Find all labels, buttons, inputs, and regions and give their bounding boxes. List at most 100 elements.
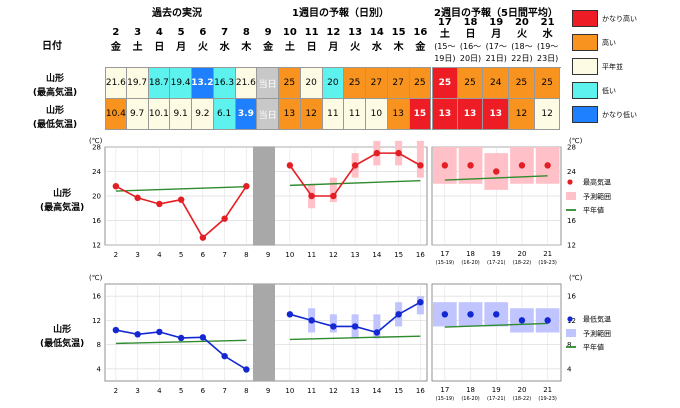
legend-label: 最高気温 [583, 178, 611, 187]
table-cell: 16.3 [213, 68, 236, 99]
x-tick-label: 9 [266, 251, 270, 259]
range-bar [416, 140, 424, 178]
x-tick-range: (17-21) [487, 396, 505, 402]
x-tick-label: 8 [244, 251, 248, 259]
table-cell: 19.7 [126, 68, 149, 99]
legend-label: 平年値 [583, 206, 604, 215]
y-tick-label: 16 [92, 217, 101, 225]
table-cell: 9.2 [192, 99, 214, 130]
x-tick-label: 10 [285, 387, 294, 395]
date-header: 14 水 [366, 25, 388, 55]
table-cell: 13 [457, 99, 484, 130]
x-tick-label: 20 [517, 386, 526, 394]
date-range: (18〜 [511, 42, 533, 51]
x-tick-label: 13 [351, 251, 360, 259]
y-tick-label: 16 [92, 293, 101, 301]
data-point [112, 183, 120, 190]
date-weekday: 金 [263, 42, 274, 53]
date-header: 16 金 [410, 25, 432, 55]
table-cell: 11 [344, 99, 366, 130]
date-weekday: 水 [542, 29, 553, 40]
date-range-end: 20日) [459, 54, 482, 63]
week2-date-header: 18 日 (16〜 20日) [458, 17, 484, 65]
data-point [134, 194, 141, 202]
x-tick-label: 19 [492, 386, 501, 394]
data-point [199, 334, 207, 341]
date-range: (19〜 [536, 42, 559, 51]
legend-label: 平年値 [583, 343, 604, 352]
data-point-week2 [544, 162, 551, 169]
legend-label: かなり高い [602, 15, 637, 23]
data-point [395, 311, 402, 318]
table-cell: 9.1 [170, 99, 192, 130]
table-cell: 25 [534, 68, 561, 99]
min-row-label-type: (最低気温) [32, 120, 78, 130]
data-point [308, 317, 315, 324]
week2-date-header: 21 水 (19〜 23日) [535, 17, 561, 65]
date-day: 16 [413, 27, 428, 38]
x-tick-range: (15-19) [436, 396, 454, 402]
date-day: 18 [463, 17, 478, 28]
data-point [177, 334, 185, 342]
y-tick-label: 12 [92, 317, 101, 325]
x-tick-range: (16-20) [461, 260, 479, 266]
date-header: 12 月 [323, 25, 345, 55]
date-header: 10 土 [279, 25, 301, 55]
data-point [156, 200, 163, 208]
x-tick-label: 17 [440, 250, 449, 258]
week2-date-header: 17 土 (15〜 19日) [432, 17, 458, 65]
table-cell: 13.2 [191, 68, 214, 99]
table-cell: 15 [409, 99, 432, 130]
today-band [253, 284, 275, 381]
x-tick-label: 17 [440, 386, 449, 394]
week2-date-header: 19 月 (17〜 21日) [483, 17, 509, 65]
data-point [351, 323, 359, 330]
date-weekday: 日 [465, 29, 476, 40]
x-tick-label: 6 [201, 387, 206, 395]
week1-title: 1週目の予報（日別） [292, 8, 389, 19]
data-point [134, 331, 141, 338]
x-tick-label: 16 [416, 387, 425, 395]
date-day: 20 [514, 17, 529, 28]
data-point [417, 162, 424, 169]
data-point [373, 329, 381, 336]
date-range: (15〜 [434, 42, 456, 51]
normal-line-week2 [444, 322, 548, 328]
x-tick-label: 13 [351, 387, 360, 395]
normal-line [289, 335, 421, 341]
x-tick-label: 5 [179, 251, 183, 259]
legend-swatch [572, 82, 598, 99]
date-weekday: 日 [154, 42, 165, 53]
legend-range-swatch [566, 329, 576, 337]
normal-line [115, 186, 247, 192]
unit-label: (℃) [569, 274, 583, 282]
date-weekday: 月 [328, 42, 339, 53]
date-weekday: 土 [439, 29, 450, 40]
y-tick-label: 12 [92, 242, 101, 250]
x-tick-range: (18-22) [513, 260, 531, 266]
date-weekday: 木 [393, 42, 404, 53]
table-cell: 当日 [257, 68, 279, 99]
table-cell: 24 [483, 68, 510, 99]
table-cell: 12 [300, 99, 323, 130]
legend-dot [567, 316, 573, 322]
max-chart-label: 山形 (最高気温) [40, 187, 84, 215]
data-point-week2 [441, 162, 449, 169]
y-tick-label: 28 [92, 144, 101, 152]
table-cell: 3.9 [235, 99, 258, 130]
y-tick-label: 12 [567, 242, 576, 250]
data-point [286, 162, 294, 169]
min-chart-label: 山形 (最低気温) [40, 323, 84, 351]
date-weekday: 火 [516, 29, 527, 40]
x-tick-label: 9 [266, 387, 270, 395]
legend-label: 低い [602, 87, 616, 95]
min-row-label-city: 山形 [45, 106, 64, 116]
table-cell: 19.4 [170, 68, 192, 99]
unit-label: (℃) [89, 274, 103, 282]
data-point-week2 [518, 317, 526, 324]
x-tick-range: (18-22) [513, 396, 531, 402]
y-tick-label: 8 [97, 341, 101, 349]
